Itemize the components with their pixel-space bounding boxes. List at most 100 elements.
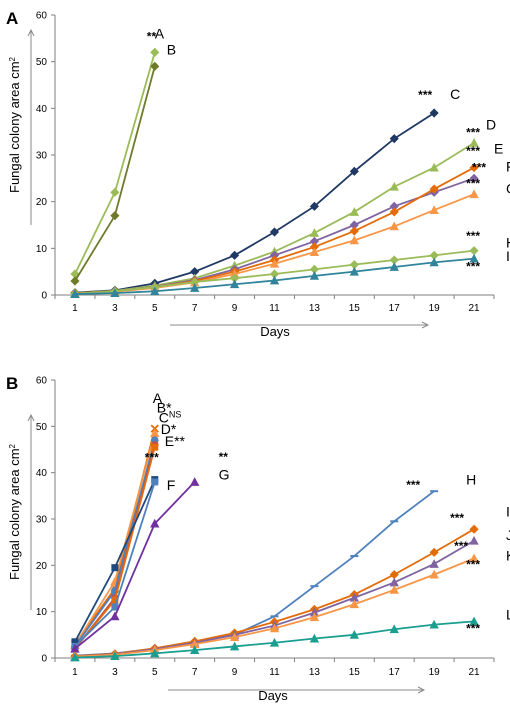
data-point bbox=[309, 247, 320, 256]
significance-label: *** bbox=[466, 229, 480, 243]
data-point bbox=[190, 645, 200, 655]
data-point bbox=[269, 623, 280, 633]
series-label-text: D bbox=[486, 116, 496, 132]
series-label: CNS bbox=[159, 410, 182, 426]
series-label-text: L bbox=[506, 607, 510, 623]
data-point bbox=[110, 211, 120, 221]
data-point bbox=[309, 271, 320, 280]
y-axis-arrowhead bbox=[27, 413, 35, 422]
series-label: H bbox=[506, 234, 510, 250]
data-point bbox=[429, 257, 439, 267]
data-point bbox=[429, 547, 439, 557]
x-tick-label: 21 bbox=[468, 667, 480, 678]
data-point bbox=[229, 279, 240, 289]
significance-label: *** bbox=[466, 125, 480, 139]
series-label: C bbox=[450, 86, 460, 102]
series-label-text: G bbox=[219, 467, 230, 483]
data-point bbox=[389, 624, 399, 634]
data-point bbox=[429, 559, 439, 568]
x-tick-label: 7 bbox=[192, 303, 198, 314]
y-tick-label: 50 bbox=[36, 422, 48, 433]
y-tick-label: 50 bbox=[36, 57, 48, 68]
series-label: G bbox=[506, 180, 510, 196]
data-point bbox=[469, 138, 479, 147]
x-axis-arrowhead bbox=[421, 321, 430, 329]
data-point bbox=[269, 227, 280, 237]
data-point bbox=[469, 616, 479, 626]
significance-label: *** bbox=[454, 539, 468, 553]
data-point bbox=[469, 553, 479, 563]
data-point bbox=[150, 648, 160, 658]
significance-label: *** bbox=[466, 259, 480, 273]
series-label: F bbox=[506, 158, 510, 174]
x-tick-label: 9 bbox=[232, 667, 238, 678]
data-point bbox=[389, 570, 399, 580]
data-point bbox=[389, 577, 399, 587]
y-axis-label-superscript: 2 bbox=[8, 443, 17, 448]
y-tick-label: 10 bbox=[36, 244, 48, 255]
data-point bbox=[70, 652, 80, 662]
x-tick-label: 1 bbox=[72, 667, 78, 678]
x-tick-label: 3 bbox=[112, 303, 118, 314]
series-line bbox=[74, 52, 156, 275]
data-point bbox=[150, 286, 160, 296]
significance-label: *** bbox=[466, 622, 480, 636]
data-point bbox=[110, 651, 120, 661]
series-label: D* bbox=[161, 421, 177, 437]
x-axis-label: Days bbox=[258, 688, 288, 703]
data-point bbox=[111, 603, 119, 611]
series-k bbox=[70, 553, 479, 661]
data-point bbox=[429, 205, 439, 214]
data-point bbox=[349, 235, 359, 245]
series-label: L bbox=[506, 607, 510, 623]
series-label: A bbox=[153, 390, 163, 406]
data-point bbox=[70, 289, 80, 298]
y-tick-label: 30 bbox=[36, 515, 48, 526]
series-label-text: K bbox=[506, 548, 510, 564]
data-point bbox=[269, 275, 280, 285]
x-tick-label: 13 bbox=[309, 303, 321, 314]
data-point bbox=[150, 518, 160, 528]
data-point bbox=[111, 564, 119, 572]
data-point bbox=[469, 173, 479, 183]
data-point bbox=[309, 228, 320, 237]
series-label: I bbox=[506, 248, 510, 264]
data-point bbox=[389, 585, 399, 594]
series-line bbox=[74, 528, 475, 658]
data-point bbox=[349, 266, 359, 276]
data-point bbox=[111, 596, 119, 604]
series-g bbox=[70, 477, 200, 653]
series-label-text: H bbox=[466, 471, 476, 487]
x-tick-label: 3 bbox=[112, 667, 118, 678]
series-label: H bbox=[466, 471, 476, 487]
data-point bbox=[110, 187, 120, 197]
y-axis-label-text: Fungal colony area cm bbox=[7, 448, 22, 580]
y-tick-label: 0 bbox=[41, 654, 47, 665]
series-label: E bbox=[494, 141, 503, 157]
data-point bbox=[349, 629, 359, 639]
series-label-text: B* bbox=[157, 399, 172, 415]
data-point bbox=[389, 262, 399, 271]
series-a bbox=[70, 47, 160, 279]
significance-label: *** bbox=[466, 558, 480, 572]
y-tick-label: 40 bbox=[36, 104, 48, 115]
data-point bbox=[469, 163, 479, 173]
x-tick-label: 17 bbox=[389, 303, 401, 314]
x-tick-label: 13 bbox=[309, 667, 321, 678]
y-tick-label: 0 bbox=[41, 291, 47, 302]
significance-label: *** bbox=[472, 160, 486, 174]
y-tick-label: 60 bbox=[36, 11, 48, 22]
significance-label: *** bbox=[145, 451, 159, 465]
y-axis-label: Fungal colony area cm2 bbox=[7, 56, 22, 193]
x-tick-label: 11 bbox=[269, 667, 280, 678]
series-line bbox=[74, 481, 196, 650]
series-label-text: E** bbox=[165, 433, 186, 449]
data-point bbox=[389, 134, 399, 144]
data-point bbox=[349, 226, 359, 236]
series-label-text: D* bbox=[161, 421, 177, 437]
y-tick-label: 10 bbox=[36, 607, 48, 618]
y-axis-label: Fungal colony area cm2 bbox=[7, 443, 22, 580]
